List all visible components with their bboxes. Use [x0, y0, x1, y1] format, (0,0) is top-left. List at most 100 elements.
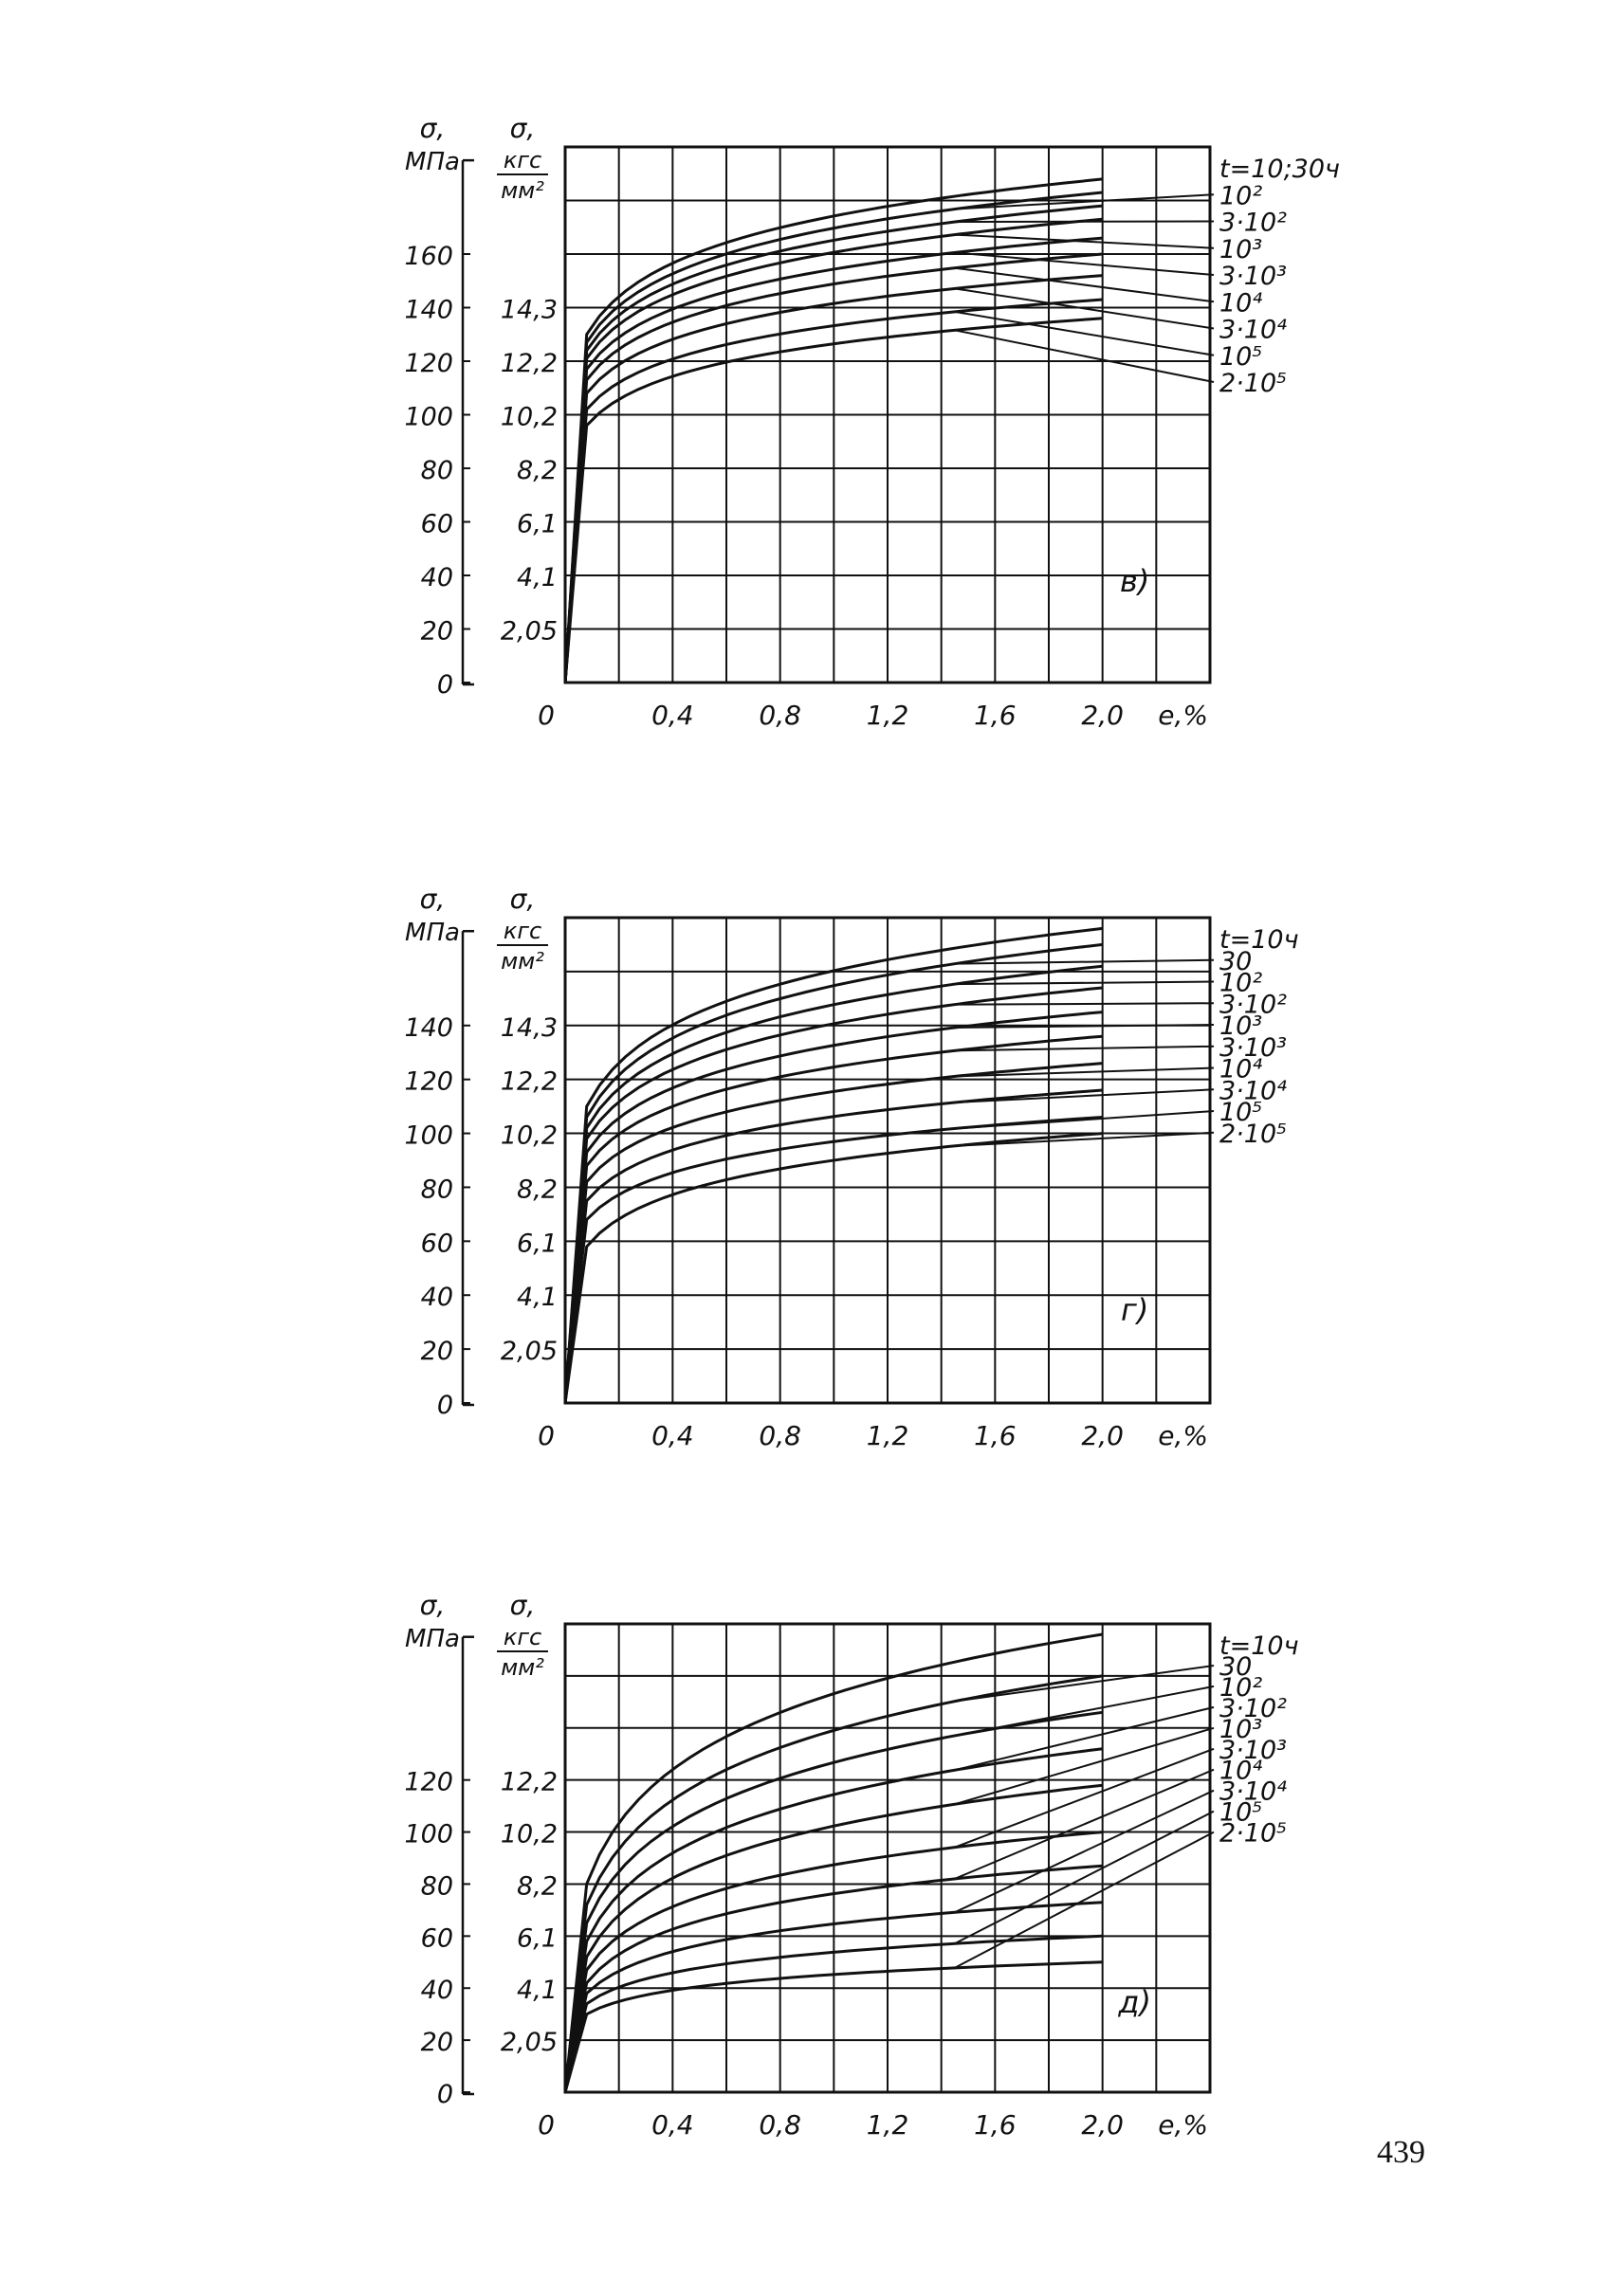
- series-label: 10³: [1219, 235, 1262, 264]
- plot-frame: [563, 1622, 1212, 2094]
- y-tick-label-si: 140: [404, 296, 453, 325]
- chart-panel-d: 0 20 40 60 80 100 120 2,05 4,1 6,1 8,2 10,2 12,2 σ, МП…: [404, 1590, 1298, 2141]
- y-tick-label-kgf: 10,2: [501, 403, 558, 432]
- y-axis-title-si: σ,: [420, 884, 446, 915]
- series-label: 10⁵: [1219, 1098, 1262, 1127]
- series-label: 10⁴: [1219, 1757, 1262, 1786]
- series-leader: [954, 1066, 1215, 1078]
- series-label: 3·10⁴: [1219, 316, 1287, 345]
- x-tick-label: 0,4: [651, 2109, 694, 2141]
- series-leader: [954, 1088, 1215, 1103]
- series-leader: [954, 1110, 1215, 1130]
- y-axis-unit-si: МПа: [405, 919, 460, 947]
- series-leader: [954, 958, 1215, 965]
- y-tick-label-kgf: 8,2: [517, 456, 558, 485]
- series-label: 2·10⁵: [1219, 369, 1287, 398]
- series-label: 10⁵: [1219, 342, 1262, 372]
- series-label: 3·10²: [1219, 990, 1287, 1019]
- series-label: 10²: [1219, 1673, 1262, 1703]
- x-tick-label: 0,8: [759, 1420, 801, 1451]
- chart-panel-g: 0 20 40 60 80 100 120 140 2,05 4,1 6,1 8,2 10,2 12,2 1…: [404, 884, 1298, 1451]
- y-axis-unit-kgf-num: кгс: [504, 147, 541, 173]
- y-tick-label-kgf: 4,1: [517, 1283, 558, 1312]
- series-label: t=10ч: [1219, 925, 1299, 955]
- plot-frame: [563, 916, 1212, 1405]
- x-tick-label: 0,4: [651, 700, 694, 731]
- series-label: 3·10²: [1219, 209, 1287, 238]
- series-leader: [954, 1045, 1215, 1052]
- series-line: [563, 191, 1103, 683]
- y-tick-label-si: 40: [421, 563, 453, 592]
- y-tick-label-kgf: 2,05: [501, 1337, 558, 1366]
- series-label: 2·10⁵: [1219, 1120, 1287, 1149]
- y-axis-unit-kgf-den: мм²: [501, 177, 544, 204]
- y-tick-label-kgf: 4,1: [517, 1976, 558, 2005]
- series-label: t=10ч: [1219, 1631, 1299, 1661]
- y-tick-label-si: 120: [404, 1067, 453, 1097]
- series-leader: [954, 1685, 1215, 1737]
- y-axis-unit-si: МПа: [405, 148, 460, 176]
- y-axis-unit-si: МПа: [405, 1625, 460, 1653]
- series-line: [563, 1864, 1103, 2093]
- series-line: [563, 1062, 1103, 1404]
- series-leader: [954, 1664, 1215, 1703]
- panel-label: в): [1120, 563, 1149, 599]
- series-leader: [954, 1810, 1215, 1945]
- y-tick-label-si: 0: [437, 1391, 453, 1420]
- y-tick-label-si: 120: [404, 349, 453, 378]
- series-line: [563, 236, 1103, 683]
- y-tick-label-kgf: 6,1: [517, 510, 558, 539]
- series-line: [563, 1674, 1103, 2093]
- series-leader: [954, 287, 1215, 330]
- x-axis-title: е,%: [1158, 700, 1208, 731]
- y-tick-label-si: 80: [421, 456, 453, 485]
- x-tick-label: 0,8: [759, 700, 801, 731]
- y-tick-label-kgf: 8,2: [517, 1175, 558, 1204]
- series-label: 10²: [1219, 969, 1262, 998]
- y-tick-label-kgf: 14,3: [501, 296, 558, 325]
- plot-frame: [563, 145, 1212, 684]
- x-tick-label: 2,0: [1081, 1420, 1124, 1451]
- y-axis-title-kgf: σ,: [510, 1590, 536, 1621]
- series-leader: [954, 1726, 1215, 1806]
- series-line: [563, 1632, 1103, 2093]
- x-tick-label: 0,8: [759, 2109, 801, 2141]
- series-leader: [954, 251, 1215, 276]
- series-line: [563, 1960, 1103, 2093]
- y-tick-label-si: 160: [404, 242, 453, 271]
- page-number: 439: [1377, 2135, 1425, 2170]
- y-tick-label-si: 60: [421, 510, 453, 539]
- y-tick-label-si: 100: [404, 1820, 453, 1850]
- series-label: 10³: [1219, 1011, 1262, 1041]
- series-label: 30: [1219, 947, 1252, 976]
- series-line: [563, 1747, 1103, 2093]
- series-group: [563, 177, 1215, 683]
- x-tick-label: 1,6: [974, 700, 1017, 731]
- series-line: [563, 317, 1103, 683]
- y-tick-label-si: 0: [437, 2080, 453, 2109]
- y-tick-label-si: 40: [421, 1283, 453, 1312]
- y-axis-title-kgf: σ,: [510, 884, 536, 915]
- y-tick-label-kgf: 8,2: [517, 1871, 558, 1901]
- series-line: [563, 1132, 1103, 1404]
- y-tick-label-si: 120: [404, 1768, 453, 1797]
- y-tick-label-kgf: 14,3: [501, 1013, 558, 1043]
- x-tick-label: 1,2: [867, 1420, 909, 1451]
- series-group: [563, 1632, 1215, 2093]
- x-tick-label: 1,6: [974, 2109, 1017, 2141]
- y-tick-label-kgf: 12,2: [501, 1768, 558, 1797]
- y-axis-title-kgf: σ,: [510, 113, 536, 144]
- series-group: [563, 926, 1215, 1404]
- x-tick-label: 1,6: [974, 1420, 1017, 1451]
- grid: [564, 146, 1211, 683]
- y-tick-label-kgf: 6,1: [517, 1229, 558, 1258]
- series-line: [563, 1034, 1103, 1404]
- y-tick-label-si: 20: [421, 1337, 453, 1366]
- series-line: [563, 252, 1103, 683]
- series-line: [563, 177, 1103, 683]
- x-tick-label: 0,4: [651, 1420, 694, 1451]
- series-label: 10⁴: [1219, 1055, 1262, 1084]
- series-leader: [954, 193, 1215, 210]
- y-tick-label-kgf: 2,05: [501, 2028, 558, 2057]
- series-label: 10³: [1219, 1715, 1262, 1744]
